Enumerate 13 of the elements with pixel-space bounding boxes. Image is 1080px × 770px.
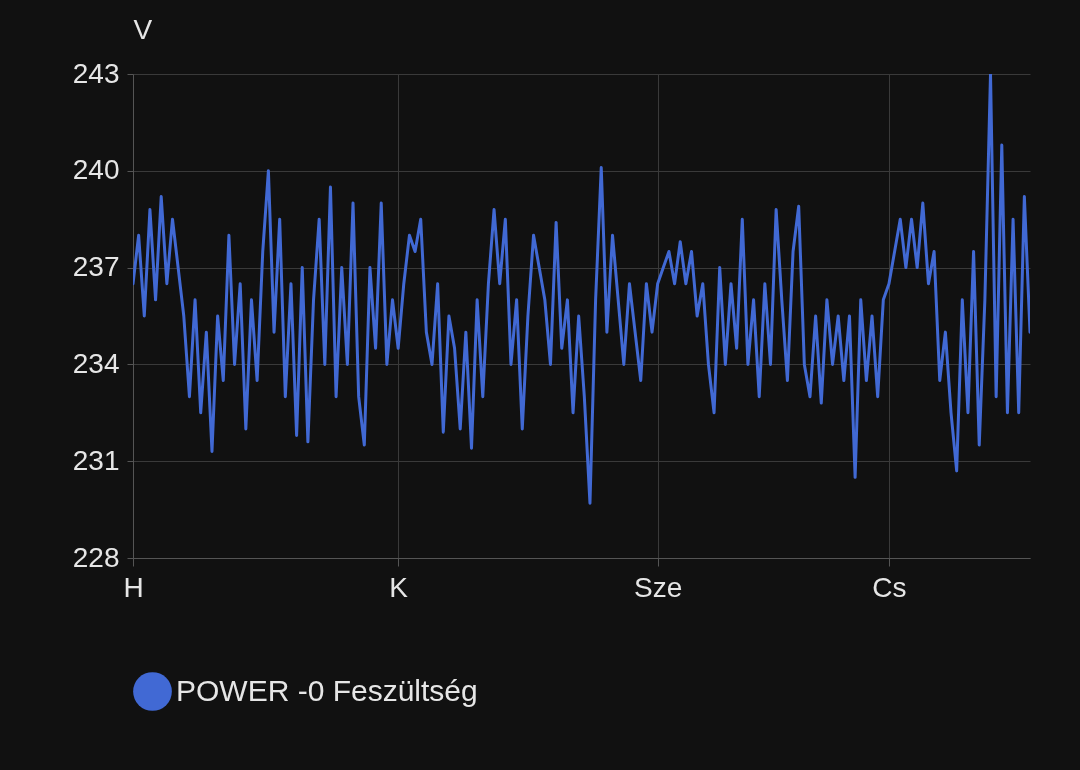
line-series xyxy=(133,74,1030,505)
y-tick-label: 237 xyxy=(72,251,120,283)
y-axis-title: V xyxy=(133,13,153,45)
x-tick-label: H xyxy=(123,571,144,603)
y-tick-label: 243 xyxy=(72,57,120,89)
x-tick-label: Sze xyxy=(634,571,683,603)
x-tick-label: K xyxy=(389,571,409,603)
x-tick-label: Cs xyxy=(872,571,907,603)
y-tick-label: 240 xyxy=(72,154,120,186)
legend-label: POWER -0 Feszültség xyxy=(176,673,478,707)
y-tick-label: 234 xyxy=(72,347,120,379)
y-tick-label: 231 xyxy=(72,444,120,476)
y-tick-label: 228 xyxy=(72,541,120,573)
